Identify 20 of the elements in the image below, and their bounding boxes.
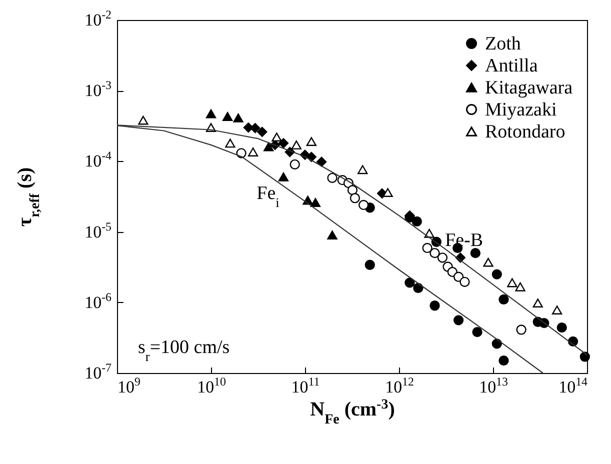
legend-label: Kitagawara — [485, 78, 574, 98]
y-tick-label: 10$^{-2}$ — [84, 8, 112, 30]
legend-label: Miyazaki — [485, 100, 557, 120]
x-tick-label: 10$^{9}$ — [118, 374, 140, 396]
y-tick-label: 10$^{-3}$ — [84, 78, 112, 100]
x-tick-label: 10$^{12}$ — [385, 374, 414, 396]
x-tick-label: 10$^{11}$ — [291, 374, 320, 396]
legend-label: Zoth — [485, 34, 522, 54]
y-tick-label: 10$^{-4}$ — [84, 148, 112, 171]
annotation: Fe$_{i}$ — [256, 183, 280, 210]
x-axis-title: N$_{Fe}$ (cm$^{-3}$) — [310, 397, 395, 427]
x-tick-label: 10$^{14}$ — [558, 374, 588, 396]
annotation: s$_{r}$=100 cm/s — [138, 337, 230, 364]
x-tick-label: 10$^{13}$ — [479, 374, 508, 396]
y-tick-label: 10$^{-6}$ — [84, 290, 112, 312]
legend-label: Rotondaro — [485, 122, 566, 142]
legend-label: Antilla — [485, 56, 538, 76]
x-tick-label: 10$^{10}$ — [197, 374, 226, 396]
y-tick-label: 10$^{-7}$ — [84, 360, 112, 382]
y-tick-label: 10$^{-5}$ — [84, 219, 112, 242]
